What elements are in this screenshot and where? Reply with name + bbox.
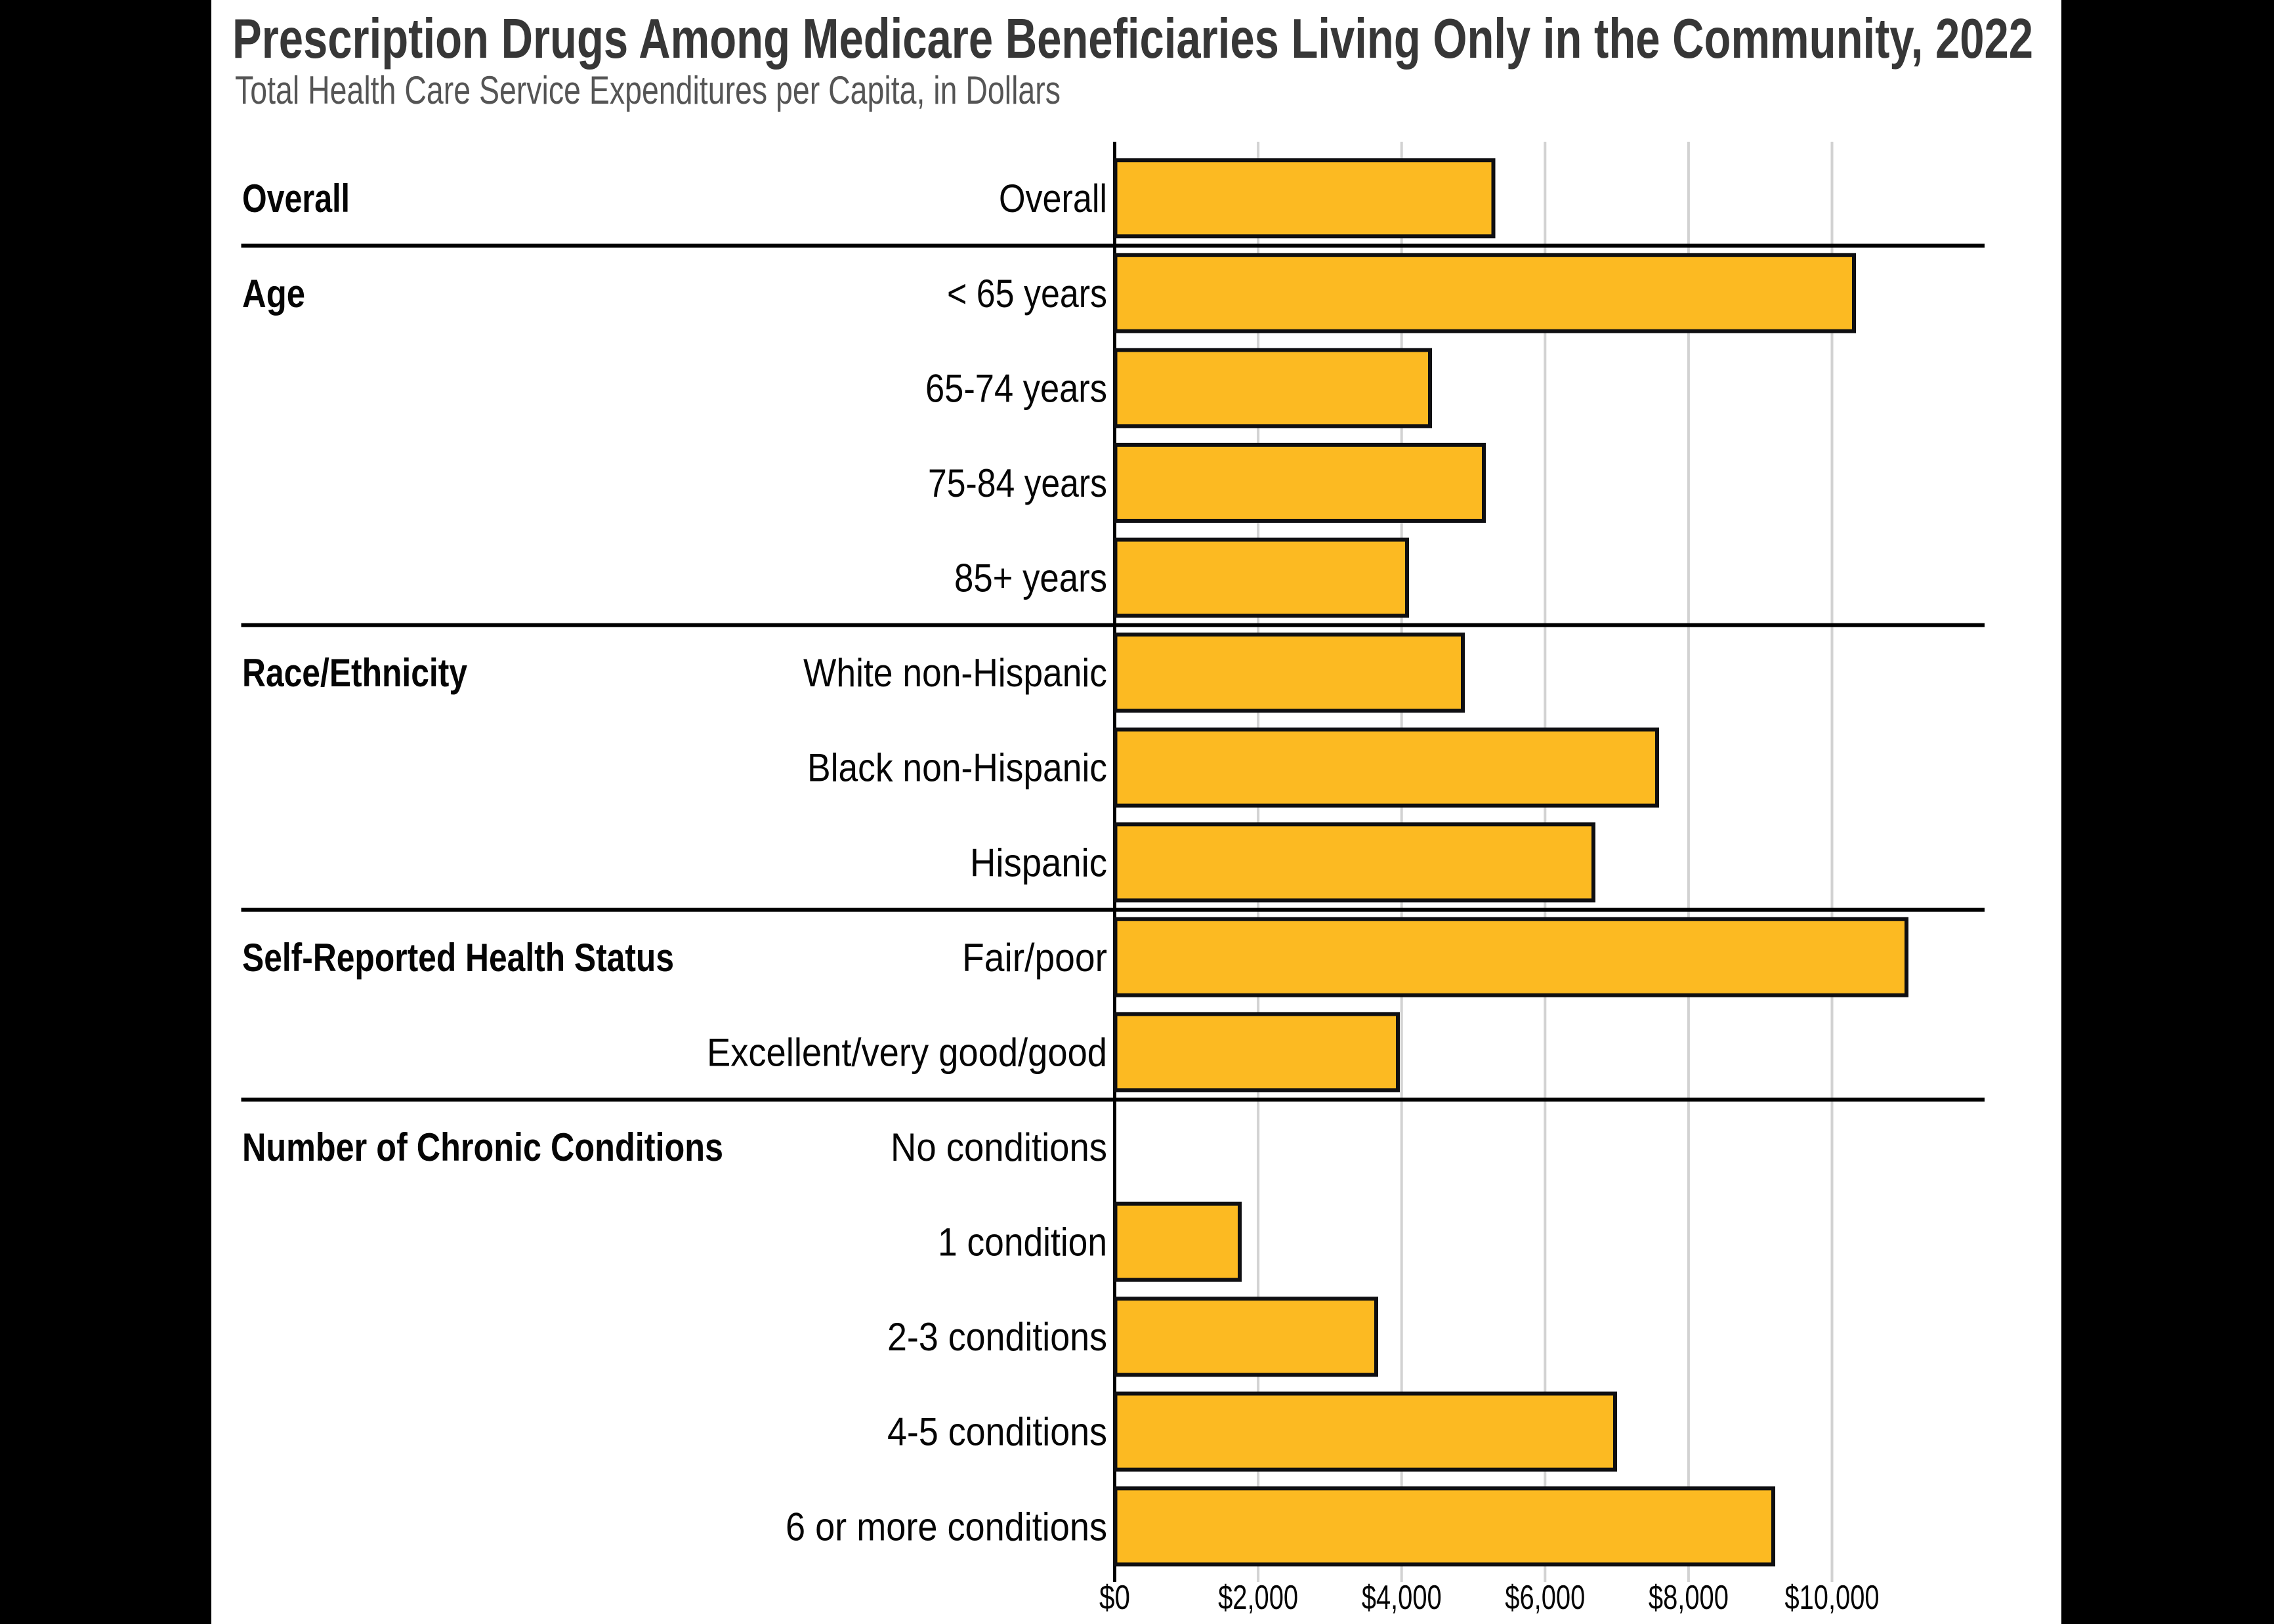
svg-text:Excellent/very good/good: Excellent/very good/good — [707, 1030, 1107, 1074]
svg-text:$6,000: $6,000 — [1505, 1579, 1585, 1617]
svg-text:Overall: Overall — [999, 177, 1107, 220]
svg-text:65-74 years: 65-74 years — [925, 366, 1107, 410]
svg-text:No conditions: No conditions — [891, 1125, 1107, 1169]
svg-text:$10,000: $10,000 — [1785, 1579, 1880, 1617]
svg-text:75-84 years: 75-84 years — [928, 461, 1107, 505]
svg-text:Overall: Overall — [242, 177, 350, 220]
svg-text:Age: Age — [242, 272, 305, 316]
svg-text:Hispanic: Hispanic — [970, 841, 1107, 885]
svg-text:Race/Ethnicity: Race/Ethnicity — [242, 651, 468, 695]
svg-text:2-3 conditions: 2-3 conditions — [887, 1315, 1107, 1359]
svg-text:$8,000: $8,000 — [1649, 1579, 1729, 1617]
svg-text:$2,000: $2,000 — [1218, 1579, 1298, 1617]
svg-text:Self-Reported Health Status: Self-Reported Health Status — [242, 936, 674, 980]
svg-text:Number of Chronic Conditions: Number of Chronic Conditions — [242, 1125, 723, 1169]
svg-text:6 or more conditions: 6 or more conditions — [786, 1505, 1107, 1549]
svg-text:Prescription Drugs Among Medic: Prescription Drugs Among Medicare Benefi… — [232, 8, 2033, 70]
svg-text:$0: $0 — [1099, 1579, 1130, 1617]
svg-text:1 condition: 1 condition — [938, 1220, 1107, 1264]
svg-text:85+ years: 85+ years — [954, 556, 1107, 600]
svg-text:White non-Hispanic: White non-Hispanic — [803, 651, 1107, 695]
svg-text:Black non-Hispanic: Black non-Hispanic — [807, 746, 1107, 790]
svg-text:Fair/poor: Fair/poor — [962, 936, 1107, 980]
svg-text:4-5 conditions: 4-5 conditions — [887, 1410, 1107, 1454]
svg-text:$4,000: $4,000 — [1362, 1579, 1442, 1617]
svg-text:< 65 years: < 65 years — [947, 272, 1107, 316]
svg-text:Total Health Care Service Expe: Total Health Care Service Expenditures p… — [235, 68, 1061, 112]
